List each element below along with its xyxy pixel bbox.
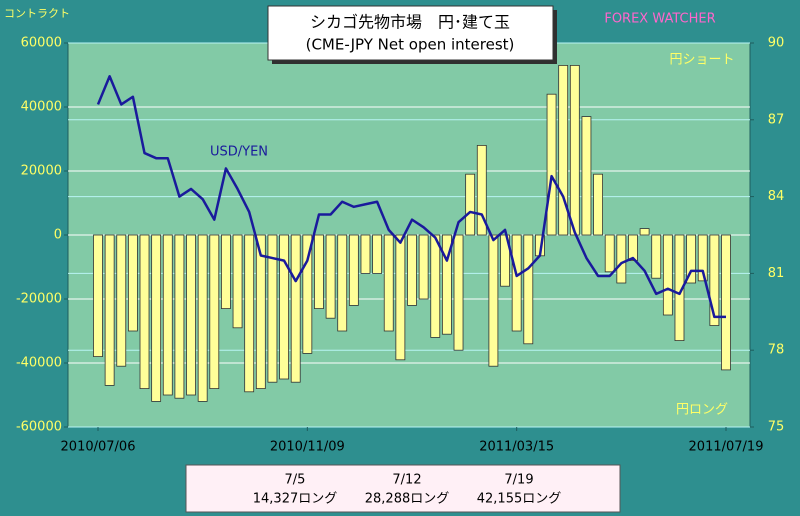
bar: [604, 234, 615, 273]
note-label: 28,288ロング: [365, 492, 450, 507]
bar: [674, 234, 685, 341]
bar: [465, 173, 476, 236]
bar: [628, 234, 638, 262]
bar: [360, 234, 371, 274]
bar: [104, 234, 115, 386]
bar: [151, 234, 162, 402]
notes: 7/5 14,327ロング 7/12 28,288ロング 7/19 42,155ロング: [253, 473, 562, 507]
bar: [488, 234, 499, 367]
y-tick-label: 0: [54, 228, 62, 243]
bar: [93, 234, 103, 357]
note-label: 42,155ロング: [477, 492, 562, 507]
bar: [186, 234, 196, 396]
bar: [697, 234, 708, 282]
bar: [116, 234, 127, 367]
y-tick-label: -20000: [16, 292, 62, 307]
title-box: [267, 5, 554, 61]
bar: [302, 234, 313, 354]
bar: [453, 234, 464, 351]
y-axis-label: コントラクト: [4, 7, 70, 20]
line: [96, 75, 726, 319]
brand: FOREX WATCHER: [604, 12, 715, 27]
bar: [430, 234, 441, 338]
bar: [441, 234, 452, 335]
bar: [267, 234, 278, 383]
y-tick-label: 20000: [21, 164, 62, 179]
bar: [500, 234, 510, 287]
bar: [418, 234, 429, 300]
bar: [569, 65, 580, 236]
notes-box: [185, 464, 621, 513]
bar: [139, 234, 150, 390]
y-tick-label: -60000: [16, 420, 62, 435]
bar: [523, 234, 534, 345]
bar: [639, 228, 650, 236]
bar: [372, 234, 383, 274]
y-tick-label: 40000: [21, 100, 62, 115]
bar: [651, 234, 662, 279]
bar: [709, 234, 720, 326]
annotation: 円ショート: [669, 53, 734, 68]
series-label: USD/YEN: [210, 145, 268, 160]
x-tick-label: 2011/03/15: [479, 440, 554, 455]
y2-tick-label: 75: [768, 420, 785, 435]
bar: [279, 234, 289, 380]
chart-subtitle: (CME-JPY Net open interest): [306, 36, 515, 54]
bar: [325, 234, 336, 319]
bar: [232, 234, 243, 329]
bar: [174, 234, 185, 399]
x-tick-label: 2010/11/09: [270, 440, 345, 455]
bar: [127, 234, 138, 332]
bar: [686, 234, 697, 284]
bar: [290, 234, 301, 383]
bar: [383, 234, 394, 332]
bar: [616, 234, 627, 284]
bar: [197, 234, 208, 402]
y-tick-label: 60000: [21, 36, 62, 51]
chart-title: シカゴ先物市場 円･建て玉: [310, 13, 510, 32]
y2-tick-label: 78: [768, 343, 785, 358]
y2-tick-label: 90: [768, 36, 785, 51]
bar: [511, 234, 522, 332]
bar: [407, 234, 417, 306]
bar: [314, 234, 324, 309]
y2-tick-label: 84: [768, 189, 785, 204]
bar: [162, 234, 173, 396]
annotation: 円ロング: [676, 403, 728, 418]
note-label: 14,327ロング: [253, 492, 338, 507]
bar: [662, 234, 673, 316]
note-date: 7/5: [285, 473, 306, 488]
bar: [221, 234, 231, 309]
bar: [558, 65, 569, 236]
bar: [593, 173, 603, 236]
y2-tick-label: 87: [768, 112, 785, 127]
bar: [255, 234, 266, 390]
bar: [721, 234, 731, 371]
y-tick-label: -40000: [16, 356, 62, 371]
x-tick-label: 2011/07/19: [689, 440, 764, 455]
y2-tick-label: 81: [768, 266, 785, 281]
bar: [209, 234, 220, 390]
bar: [244, 234, 255, 393]
x-tick-label: 2010/07/06: [61, 440, 136, 455]
bar: [348, 234, 359, 306]
marks: [93, 65, 731, 402]
bar: [476, 144, 487, 236]
note-date: 7/12: [392, 473, 421, 488]
bar: [546, 93, 557, 236]
bar: [395, 234, 406, 361]
note-date: 7/19: [504, 473, 533, 488]
bar: [337, 234, 348, 332]
bar: [581, 116, 592, 236]
